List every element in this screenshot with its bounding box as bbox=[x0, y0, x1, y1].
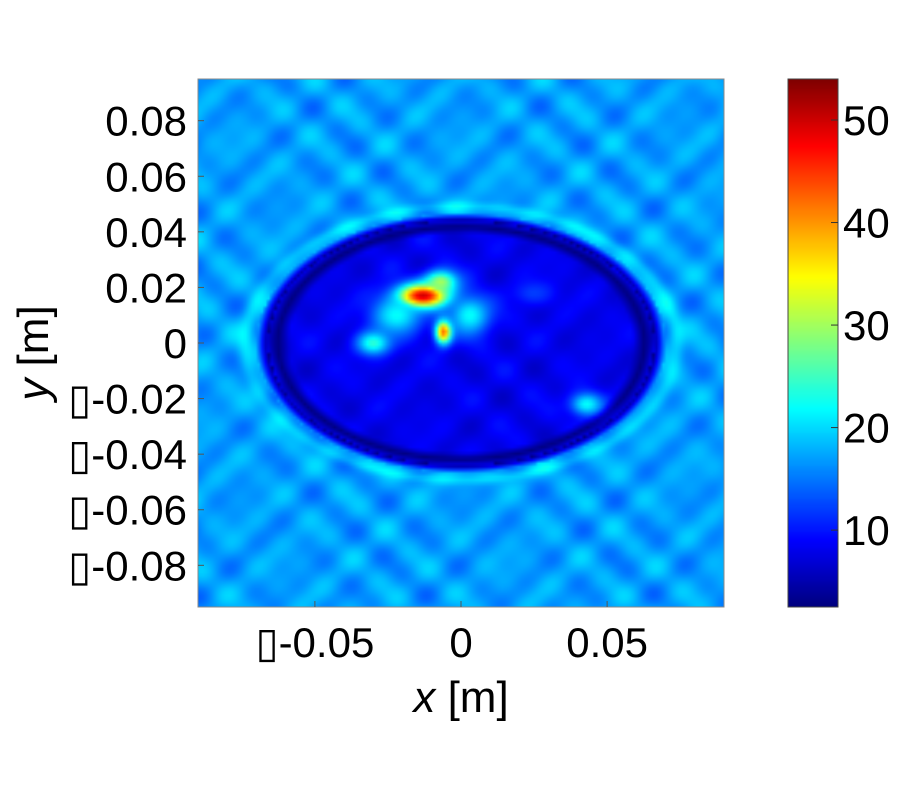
x-axis-ticks: ▯-0.05 0 0.05 bbox=[255, 601, 648, 666]
y-tick-label: ▯-0.02 bbox=[68, 376, 187, 423]
x-tick-label: 0 bbox=[449, 619, 472, 666]
x-axis-label: x [m] bbox=[411, 673, 508, 722]
x-axis-var: x bbox=[411, 673, 437, 722]
y-tick-label: ▯-0.06 bbox=[68, 487, 187, 534]
colorbar-tick-label: 10 bbox=[843, 507, 890, 554]
x-tick-label: 0.05 bbox=[566, 619, 648, 666]
y-tick-label: ▯-0.04 bbox=[68, 431, 187, 478]
y-tick-label: ▯-0.08 bbox=[68, 542, 187, 589]
x-tick-label: ▯-0.05 bbox=[255, 619, 374, 666]
x-axis-unit: [m] bbox=[448, 673, 509, 722]
y-tick-label: 0 bbox=[164, 320, 187, 367]
colorbar-tick-label: 50 bbox=[843, 97, 890, 144]
y-axis-var: y bbox=[9, 376, 58, 404]
colorbar-ticks: 10 20 30 40 50 bbox=[831, 97, 890, 554]
y-tick-label: 0.06 bbox=[105, 153, 187, 200]
y-tick-label: 0.08 bbox=[105, 98, 187, 145]
colorbar: 10 20 30 40 50 bbox=[787, 78, 890, 608]
heatmap-field bbox=[198, 79, 724, 607]
colorbar-tick-label: 30 bbox=[843, 302, 890, 349]
y-axis-ticks: 0.08 0.06 0.04 0.02 0 ▯-0.02 ▯-0.04 ▯-0.06 ▯-0.0… bbox=[68, 98, 204, 589]
colorbar-tick-label: 40 bbox=[843, 200, 890, 247]
colorbar-frame bbox=[787, 78, 839, 608]
y-tick-label: 0.04 bbox=[105, 209, 187, 256]
y-tick-label: 0.02 bbox=[105, 264, 187, 311]
colorbar-tick-label: 20 bbox=[843, 405, 890, 452]
colorbar-gradient bbox=[788, 79, 838, 607]
y-axis-unit: [m] bbox=[9, 305, 58, 366]
y-axis-label: y [m] bbox=[9, 305, 58, 403]
plot-area bbox=[197, 78, 725, 608]
